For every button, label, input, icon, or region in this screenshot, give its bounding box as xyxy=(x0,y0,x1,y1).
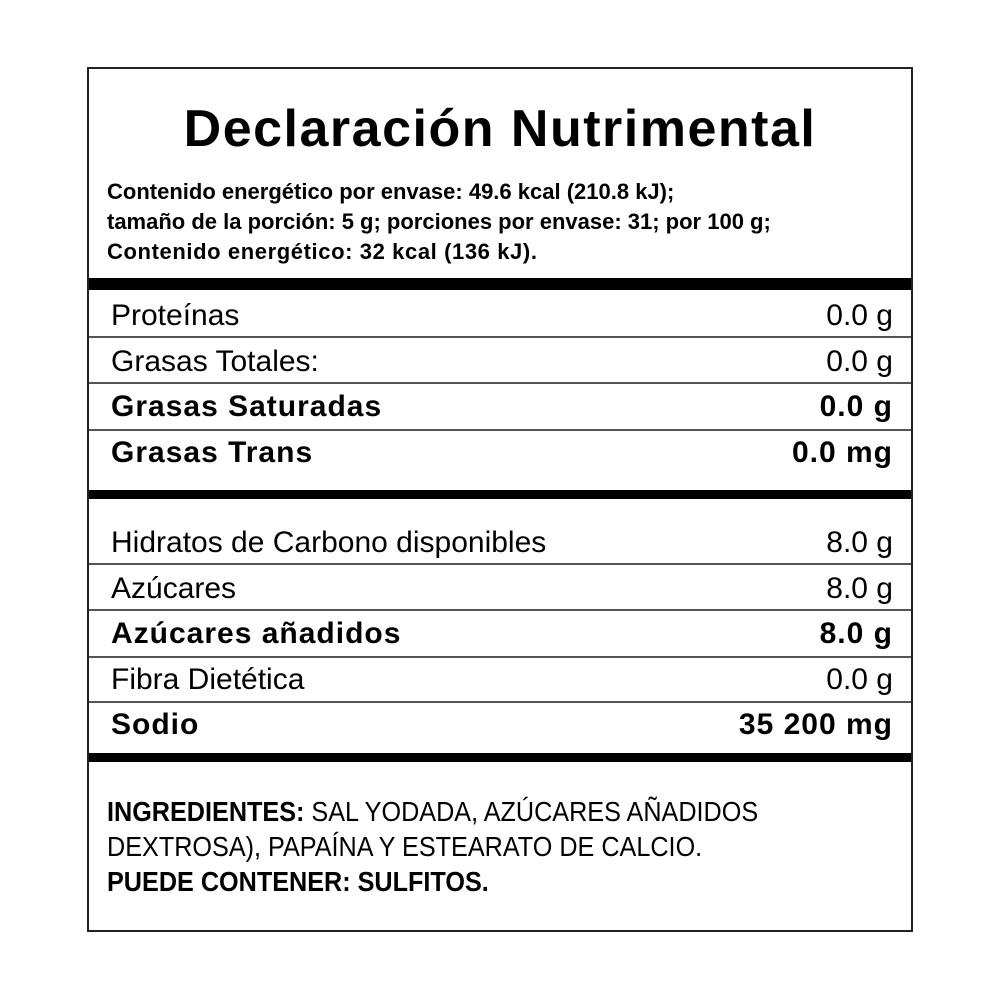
nutrient-value: 8.0 g xyxy=(826,526,893,559)
row-divider xyxy=(89,429,911,431)
nutrient-value: 0.0 g xyxy=(826,663,893,696)
nutrition-label: Declaración Nutrimental Contenido energé… xyxy=(87,67,913,932)
nutrient-row-proteinas: Proteínas 0.0 g xyxy=(111,296,893,336)
nutrient-value: 8.0 g xyxy=(826,572,893,605)
nutrient-name: Proteínas xyxy=(111,299,240,332)
nutrient-value: 0.0 mg xyxy=(791,436,893,469)
nutrient-name: Azúcares xyxy=(111,572,237,605)
nutrient-row-grasas-saturadas: Grasas Saturadas 0.0 g xyxy=(111,387,893,427)
nutrient-row-fibra: Fibra Dietética 0.0 g xyxy=(111,660,893,700)
ingredients-line-2: DEXTROSA), PAPAÍNA Y ESTEARATO DE CALCIO… xyxy=(107,831,703,862)
nutrient-name: Fibra Dietética xyxy=(111,663,305,696)
nutrient-row-azucares-anadidos: Azúcares añadidos 8.0 g xyxy=(111,614,893,654)
nutrient-row-grasas-totales: Grasas Totales: 0.0 g xyxy=(111,342,893,382)
energy-per-100g: Contenido energético: 32 kcal (136 kJ). xyxy=(107,239,538,264)
nutrient-name: Sodio xyxy=(111,708,200,741)
nutrient-value: 0.0 g xyxy=(826,345,893,378)
nutrient-name: Azúcares añadidos xyxy=(111,617,402,650)
nutrient-name: Grasas Totales: xyxy=(111,345,319,378)
thick-divider xyxy=(89,490,911,499)
nutrient-name: Hidratos de Carbono disponibles xyxy=(111,526,547,559)
row-divider xyxy=(89,563,911,565)
nutrient-row-grasas-trans: Grasas Trans 0.0 mg xyxy=(111,433,893,473)
ingredients-line-1: INGREDIENTES: SAL YODADA, AZÚCARES AÑADI… xyxy=(107,796,758,828)
nutrient-value: 35 200 mg xyxy=(738,708,893,741)
row-divider xyxy=(89,382,911,384)
allergen-statement: PUEDE CONTENER: SULFITOS. xyxy=(107,866,489,897)
nutrient-name: Grasas Saturadas xyxy=(111,390,383,423)
thick-divider xyxy=(89,278,911,290)
nutrient-row-sodio: Sodio 35 200 mg xyxy=(111,705,893,745)
thick-divider xyxy=(89,753,911,762)
nutrient-row-hidratos: Hidratos de Carbono disponibles 8.0 g xyxy=(111,523,893,563)
nutrient-value: 8.0 g xyxy=(819,617,893,650)
row-divider xyxy=(89,701,911,703)
nutrient-value: 0.0 g xyxy=(826,299,893,332)
row-divider xyxy=(89,336,911,338)
nutrient-value: 0.0 g xyxy=(819,390,893,423)
energy-per-package: Contenido energético por envase: 49.6 kc… xyxy=(107,179,675,204)
label-title: Declaración Nutrimental xyxy=(183,100,817,158)
ingredients-label: INGREDIENTES: xyxy=(107,796,305,827)
row-divider xyxy=(89,609,911,611)
serving-info: tamaño de la porción: 5 g; porciones por… xyxy=(107,209,771,234)
nutrient-name: Grasas Trans xyxy=(111,436,314,469)
nutrient-row-azucares: Azúcares 8.0 g xyxy=(111,569,893,609)
ingredients-text: SAL YODADA, AZÚCARES AÑADIDOS xyxy=(304,796,759,827)
row-divider xyxy=(89,656,911,658)
